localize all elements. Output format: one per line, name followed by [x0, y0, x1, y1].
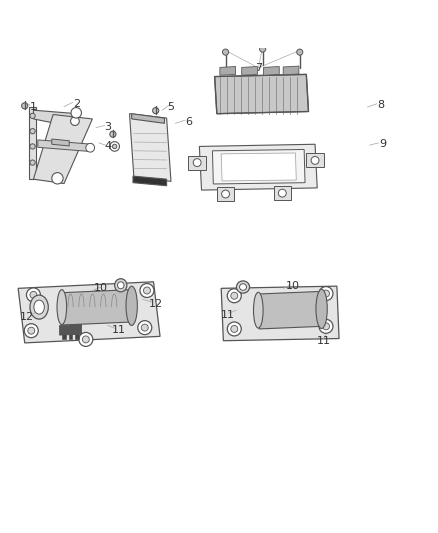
Ellipse shape [237, 281, 250, 293]
Ellipse shape [240, 284, 247, 290]
Circle shape [86, 143, 95, 152]
Circle shape [193, 159, 201, 166]
Polygon shape [33, 110, 77, 127]
Ellipse shape [254, 292, 263, 328]
Polygon shape [264, 67, 279, 75]
Polygon shape [199, 144, 317, 190]
Ellipse shape [115, 279, 127, 292]
Circle shape [30, 160, 35, 165]
Bar [75, 334, 79, 340]
Ellipse shape [34, 300, 44, 314]
Circle shape [227, 289, 241, 303]
Polygon shape [52, 139, 69, 146]
Text: 11: 11 [317, 336, 331, 346]
Text: 11: 11 [221, 310, 235, 319]
Ellipse shape [57, 289, 67, 325]
Text: 10: 10 [286, 281, 300, 291]
Circle shape [223, 49, 229, 55]
Polygon shape [212, 149, 305, 184]
Text: 12: 12 [20, 312, 34, 322]
Circle shape [24, 324, 38, 338]
Circle shape [322, 323, 329, 330]
Ellipse shape [316, 289, 327, 328]
Circle shape [144, 287, 150, 294]
Circle shape [319, 319, 333, 333]
Polygon shape [33, 115, 92, 183]
Circle shape [222, 190, 230, 198]
Circle shape [30, 144, 35, 149]
Circle shape [110, 131, 116, 138]
Circle shape [30, 292, 37, 298]
Circle shape [141, 324, 148, 331]
Text: 9: 9 [379, 139, 386, 149]
Polygon shape [38, 140, 92, 152]
Text: 8: 8 [377, 100, 384, 110]
Circle shape [231, 326, 238, 333]
Text: 3: 3 [104, 122, 111, 132]
Circle shape [28, 327, 35, 334]
Polygon shape [283, 66, 299, 75]
Text: 2: 2 [74, 99, 81, 109]
Bar [274, 186, 291, 200]
Bar [69, 334, 72, 340]
Circle shape [71, 108, 81, 118]
Bar [188, 156, 206, 169]
Text: 10: 10 [94, 284, 108, 293]
Circle shape [260, 46, 266, 52]
Polygon shape [215, 75, 308, 114]
Polygon shape [258, 292, 322, 329]
Text: 7: 7 [255, 63, 262, 73]
Circle shape [26, 288, 40, 302]
Circle shape [30, 128, 35, 134]
Circle shape [52, 173, 63, 184]
Circle shape [231, 292, 238, 299]
Bar [306, 154, 324, 167]
Polygon shape [60, 325, 81, 335]
Ellipse shape [30, 295, 48, 319]
Polygon shape [132, 114, 164, 123]
Circle shape [138, 321, 152, 335]
Circle shape [319, 287, 333, 301]
Text: 4: 4 [104, 141, 111, 151]
Circle shape [71, 117, 79, 125]
Polygon shape [62, 289, 133, 325]
Polygon shape [133, 176, 166, 185]
Text: 6: 6 [185, 117, 192, 126]
Ellipse shape [126, 286, 138, 326]
Circle shape [113, 144, 117, 149]
Text: 1: 1 [30, 102, 37, 112]
Circle shape [311, 157, 319, 164]
Circle shape [21, 103, 28, 109]
Polygon shape [220, 67, 236, 75]
Ellipse shape [117, 282, 124, 289]
Circle shape [227, 322, 241, 336]
Polygon shape [130, 114, 171, 181]
Bar [62, 334, 66, 340]
Text: 5: 5 [167, 102, 174, 112]
Circle shape [279, 189, 286, 197]
Polygon shape [29, 107, 36, 179]
Polygon shape [18, 282, 160, 343]
Text: 11: 11 [112, 325, 126, 335]
Text: 12: 12 [148, 298, 163, 309]
Circle shape [30, 113, 35, 118]
Circle shape [110, 142, 120, 151]
Circle shape [322, 290, 329, 297]
Bar [217, 187, 234, 201]
Polygon shape [242, 67, 258, 75]
Polygon shape [221, 153, 296, 181]
Circle shape [79, 333, 93, 346]
Circle shape [140, 284, 154, 297]
Circle shape [152, 108, 159, 114]
Circle shape [82, 336, 89, 343]
Circle shape [297, 49, 303, 55]
Polygon shape [221, 286, 339, 341]
